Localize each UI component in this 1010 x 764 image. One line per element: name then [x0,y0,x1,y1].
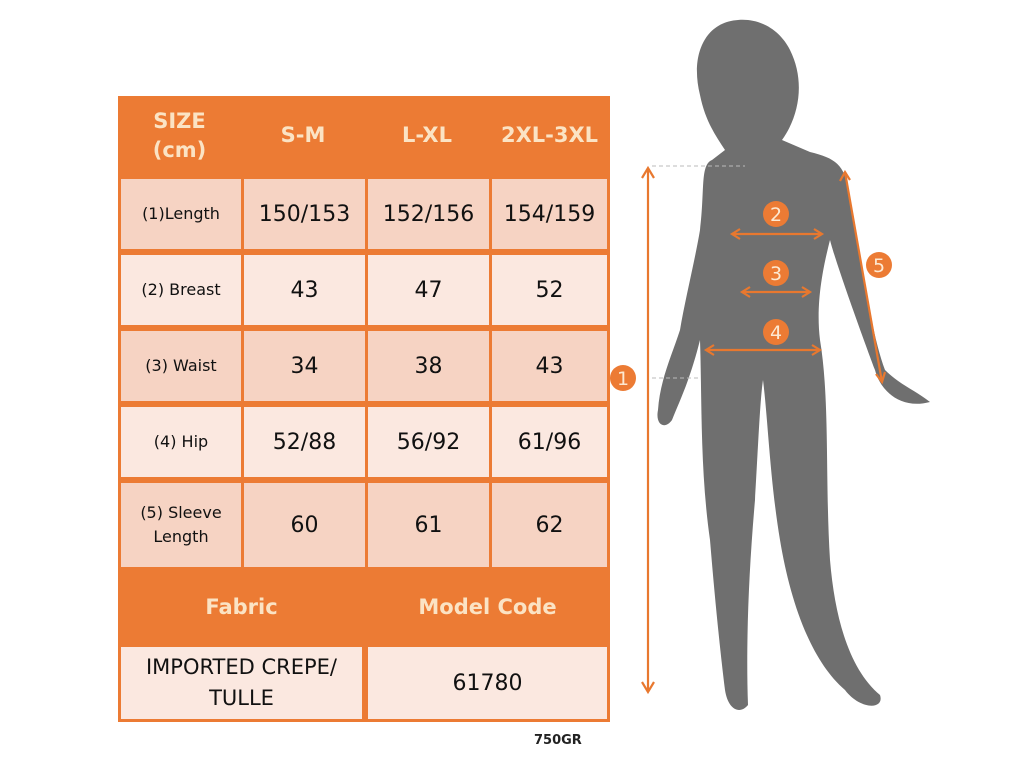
size-chart-table: SIZE (cm) S-M L-XL 2XL-3XL (1)Length 150/… [118,96,610,722]
size-value: 56/92 [368,407,489,477]
size-value: 52/88 [244,407,365,477]
size-value: 154/159 [492,179,607,249]
size-header: SIZE (cm) [152,108,207,162]
size-col-s-m: S-M [280,123,326,148]
size-col-2xl-3xl: 2XL-3XL [500,123,599,148]
marker-circle [763,260,789,286]
size-value: 150/153 [244,179,365,249]
marker-circle [763,319,789,345]
marker-number: 2 [770,204,782,226]
row-label: (4) Hip [121,407,241,477]
size-value: 52 [492,255,607,325]
size-value: 152/156 [368,179,489,249]
row-label: (5) Sleeve Length [121,483,241,567]
weight-note: 750GR [534,733,582,748]
fabric-header: Fabric [205,594,278,619]
model-code-value: 61780 [368,647,607,719]
marker-circle [763,201,789,227]
marker-number: 4 [770,322,782,344]
fabric-value: IMPORTED CREPE/ TULLE [121,647,362,719]
size-col-l-xl: L-XL [402,123,452,148]
measure-lines [641,165,887,695]
size-value: 60 [244,483,365,567]
size-value: 61/96 [492,407,607,477]
size-value: 62 [492,483,607,567]
marker-number: 5 [873,255,885,277]
size-value: 61 [368,483,489,567]
size-value: 34 [244,331,365,401]
size-value: 38 [368,331,489,401]
row-label: (3) Waist [121,331,241,401]
sleeve-arrow [843,171,884,383]
marker-circle [610,365,636,391]
size-value: 47 [368,255,489,325]
row-label: (2) Breast [121,255,241,325]
silhouette [657,19,930,711]
model-code-header: Model Code [418,594,557,619]
row-label: (1)Length [121,179,241,249]
marker-number: 3 [770,263,782,285]
size-value: 43 [244,255,365,325]
marker-number: 1 [617,368,629,390]
marker-circle [866,252,892,278]
size-value: 43 [492,331,607,401]
